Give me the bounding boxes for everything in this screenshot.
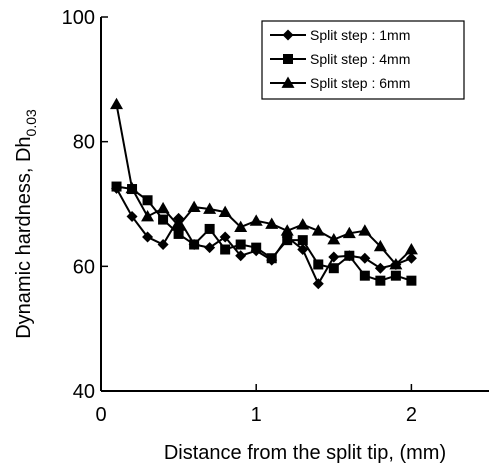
y-axis-label: Dynamic hardness, Dh0.03 <box>13 109 39 339</box>
data-point <box>173 228 184 239</box>
series-3 <box>110 97 418 270</box>
data-point <box>142 231 154 243</box>
data-point <box>218 205 232 217</box>
x-tick-label: 0 <box>95 404 106 426</box>
data-point <box>172 219 186 231</box>
y-tick-label: 40 <box>73 381 95 403</box>
data-point <box>342 226 356 239</box>
data-point <box>187 200 201 212</box>
legend-label: Split step : 1mm <box>310 27 410 43</box>
data-point <box>110 97 124 110</box>
data-point <box>375 275 386 286</box>
data-point <box>312 278 324 290</box>
data-point <box>111 181 122 192</box>
data-point <box>404 243 418 255</box>
data-point <box>282 235 293 246</box>
data-point <box>358 224 372 236</box>
data-point <box>141 209 155 222</box>
data-point <box>126 210 138 222</box>
legend-label: Split step : 4mm <box>310 51 410 67</box>
data-point <box>327 233 341 245</box>
data-point <box>297 235 308 246</box>
data-point <box>265 217 279 229</box>
data-point <box>266 253 277 264</box>
data-point <box>234 220 248 232</box>
data-point <box>374 262 386 274</box>
data-point <box>204 242 216 254</box>
y-tick-label: 60 <box>73 256 95 278</box>
data-point <box>328 251 340 263</box>
data-point <box>297 244 309 256</box>
y-axis-label-subscript: 0.03 <box>23 109 39 136</box>
data-point <box>204 223 215 234</box>
data-point <box>157 239 169 251</box>
data-point <box>235 239 246 250</box>
legend-marker <box>282 29 294 41</box>
data-point <box>373 239 387 252</box>
data-point <box>344 250 355 261</box>
legend-marker <box>281 76 295 88</box>
data-point <box>125 181 139 194</box>
data-point <box>406 275 417 286</box>
series-3-line <box>115 104 413 266</box>
data-point <box>280 224 294 236</box>
data-point <box>251 242 262 253</box>
data-point <box>359 252 371 264</box>
data-point <box>328 263 339 274</box>
data-point <box>359 270 370 281</box>
data-point <box>158 214 169 225</box>
series-2 <box>111 181 417 286</box>
legend-label: Split step : 6mm <box>310 75 410 91</box>
axes: 40 60 80 100 0 1 2 <box>62 7 489 426</box>
data-point <box>156 201 170 214</box>
legend: Split step : 1mm Split step : 4mm Split st… <box>261 20 465 100</box>
data-point <box>296 218 310 230</box>
y-tick-label: 100 <box>62 7 95 29</box>
data-point <box>390 270 401 281</box>
y-axis-label-main: Dynamic hardness, Dh <box>13 136 35 338</box>
data-point <box>405 252 417 264</box>
data-point <box>313 259 324 270</box>
x-tick-label: 1 <box>251 404 262 426</box>
series-layer <box>110 97 418 290</box>
data-point <box>219 231 231 243</box>
series-1-line <box>115 187 412 286</box>
legend-marker <box>283 54 293 64</box>
data-point <box>249 214 263 226</box>
y-tick-label: 80 <box>73 132 95 154</box>
data-point <box>389 257 403 270</box>
data-point <box>189 239 200 250</box>
data-point <box>311 224 325 236</box>
data-point <box>220 244 231 255</box>
data-point <box>235 250 247 262</box>
x-axis-label: Distance from the split tip, (mm) <box>164 442 446 464</box>
x-tick-label: 2 <box>406 404 417 426</box>
data-point <box>203 202 217 214</box>
data-point <box>142 195 153 206</box>
